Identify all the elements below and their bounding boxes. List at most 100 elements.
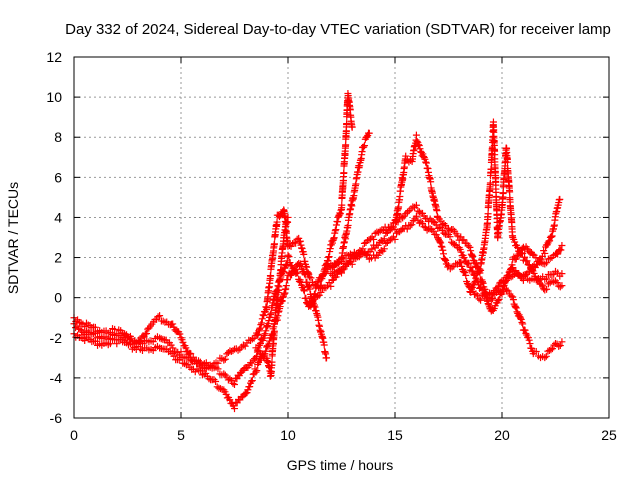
data-point: [544, 347, 552, 355]
data-point: [466, 288, 474, 296]
data-point: [446, 233, 454, 241]
data-point: [292, 239, 300, 247]
data-point: [267, 272, 275, 280]
data-point: [273, 218, 281, 226]
data-point: [284, 213, 292, 221]
data-point: [327, 282, 335, 290]
data-point: [258, 319, 266, 327]
data-point: [405, 207, 413, 215]
data-point: [159, 317, 167, 325]
data-point: [558, 282, 566, 290]
data-point: [374, 241, 382, 249]
data-point: [486, 179, 494, 187]
data-point: [253, 367, 261, 375]
data-point: [438, 243, 446, 251]
data-point: [356, 247, 364, 255]
data-point: [248, 359, 256, 367]
data-point: [529, 250, 537, 258]
data-point: [429, 227, 437, 235]
data-point: [257, 321, 265, 329]
data-point: [307, 299, 315, 307]
data-point: [495, 295, 503, 303]
data-point: [472, 274, 480, 282]
data-point: [320, 341, 328, 349]
data-point: [422, 158, 430, 166]
data-point: [515, 270, 523, 278]
data-point: [307, 274, 315, 282]
data-point: [556, 283, 564, 291]
data-point: [556, 195, 564, 203]
x-tick-label: 10: [280, 427, 296, 443]
data-point: [552, 277, 559, 285]
data-point: [365, 129, 373, 137]
data-point: [541, 354, 549, 362]
data-point: [220, 356, 228, 364]
data-point: [377, 247, 385, 255]
data-point: [458, 262, 466, 270]
data-point: [467, 288, 475, 296]
data-point: [253, 352, 261, 360]
data-point: [205, 375, 213, 383]
data-point: [432, 231, 440, 239]
data-point: [300, 286, 308, 294]
data-point: [471, 277, 479, 285]
data-point: [393, 229, 401, 237]
data-point: [406, 221, 414, 229]
data-point: [436, 238, 444, 246]
data-point: [329, 263, 337, 271]
data-point: [555, 342, 563, 350]
data-point: [457, 259, 465, 267]
y-tick-label: -6: [50, 410, 63, 426]
data-point: [514, 244, 522, 252]
data-point: [504, 287, 512, 295]
data-point: [412, 131, 420, 139]
data-point: [417, 218, 425, 226]
data-point: [558, 338, 566, 346]
data-point: [137, 337, 145, 345]
series-s2: [70, 259, 331, 413]
data-point: [262, 347, 270, 355]
data-point: [254, 330, 262, 338]
data-point: [507, 264, 515, 272]
data-point: [399, 214, 407, 222]
series-s9: [252, 213, 292, 380]
data-point: [248, 377, 256, 385]
data-point: [558, 242, 566, 250]
y-tick-label: 2: [54, 250, 62, 266]
data-point: [422, 159, 430, 167]
data-point: [284, 251, 292, 259]
data-point: [438, 220, 446, 228]
data-point: [256, 324, 264, 332]
data-point: [253, 331, 261, 339]
data-point: [546, 233, 554, 241]
plot-frame: [73, 56, 610, 419]
y-tick-label: 0: [54, 290, 62, 306]
axis-ticks: 0 5 10 15 20 25 -6 -4 -2 0 2 4 6 8 10 12: [46, 49, 617, 443]
data-point: [459, 267, 467, 275]
data-point: [262, 327, 270, 335]
data-point: [519, 320, 527, 328]
x-tick-label: 0: [70, 427, 78, 443]
data-point: [91, 323, 99, 331]
data-point: [517, 314, 525, 322]
data-point: [374, 251, 382, 259]
data-point: [156, 312, 164, 320]
data-point: [477, 266, 485, 274]
data-point: [525, 336, 533, 344]
data-point: [512, 303, 520, 311]
data-point: [348, 252, 356, 260]
data-point: [442, 256, 450, 264]
data-point: [415, 141, 423, 149]
data-point: [538, 282, 546, 290]
data-point: [270, 327, 278, 335]
data-point: [402, 152, 410, 160]
data-point: [518, 249, 526, 257]
data-point: [329, 271, 337, 279]
data-point: [441, 255, 449, 263]
data-point: [403, 208, 411, 216]
data-point: [548, 345, 556, 353]
data-point: [408, 221, 416, 229]
data-point: [476, 265, 484, 273]
data-point: [460, 236, 468, 244]
data-point: [499, 189, 507, 197]
